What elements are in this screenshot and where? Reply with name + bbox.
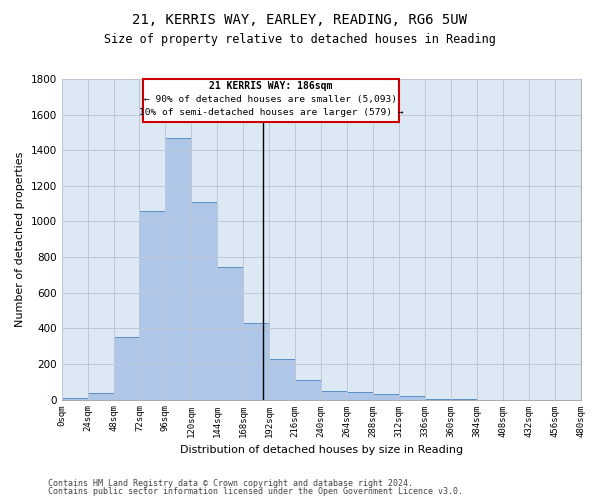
Bar [425,398,451,400]
Bar [269,360,295,400]
Bar [191,202,217,400]
Bar [347,392,373,400]
Bar [399,396,425,400]
Text: Contains public sector information licensed under the Open Government Licence v3: Contains public sector information licen… [48,487,463,496]
Text: 21 KERRIS WAY: 186sqm: 21 KERRIS WAY: 186sqm [209,82,332,92]
Text: 10% of semi-detached houses are larger (579) →: 10% of semi-detached houses are larger (… [139,108,403,117]
Bar [373,394,399,400]
FancyBboxPatch shape [143,79,399,122]
X-axis label: Distribution of detached houses by size in Reading: Distribution of detached houses by size … [179,445,463,455]
Text: ← 90% of detached houses are smaller (5,093): ← 90% of detached houses are smaller (5,… [145,95,397,104]
Bar [62,398,88,400]
Text: 21, KERRIS WAY, EARLEY, READING, RG6 5UW: 21, KERRIS WAY, EARLEY, READING, RG6 5UW [133,12,467,26]
Y-axis label: Number of detached properties: Number of detached properties [15,152,25,327]
Bar [295,380,321,400]
Bar [113,337,139,400]
Bar [321,390,347,400]
Bar [217,267,243,400]
Bar [88,394,113,400]
Text: Contains HM Land Registry data © Crown copyright and database right 2024.: Contains HM Land Registry data © Crown c… [48,478,413,488]
Bar [243,323,269,400]
Text: Size of property relative to detached houses in Reading: Size of property relative to detached ho… [104,32,496,46]
Bar [139,211,166,400]
Bar [166,138,191,400]
Bar [451,398,477,400]
